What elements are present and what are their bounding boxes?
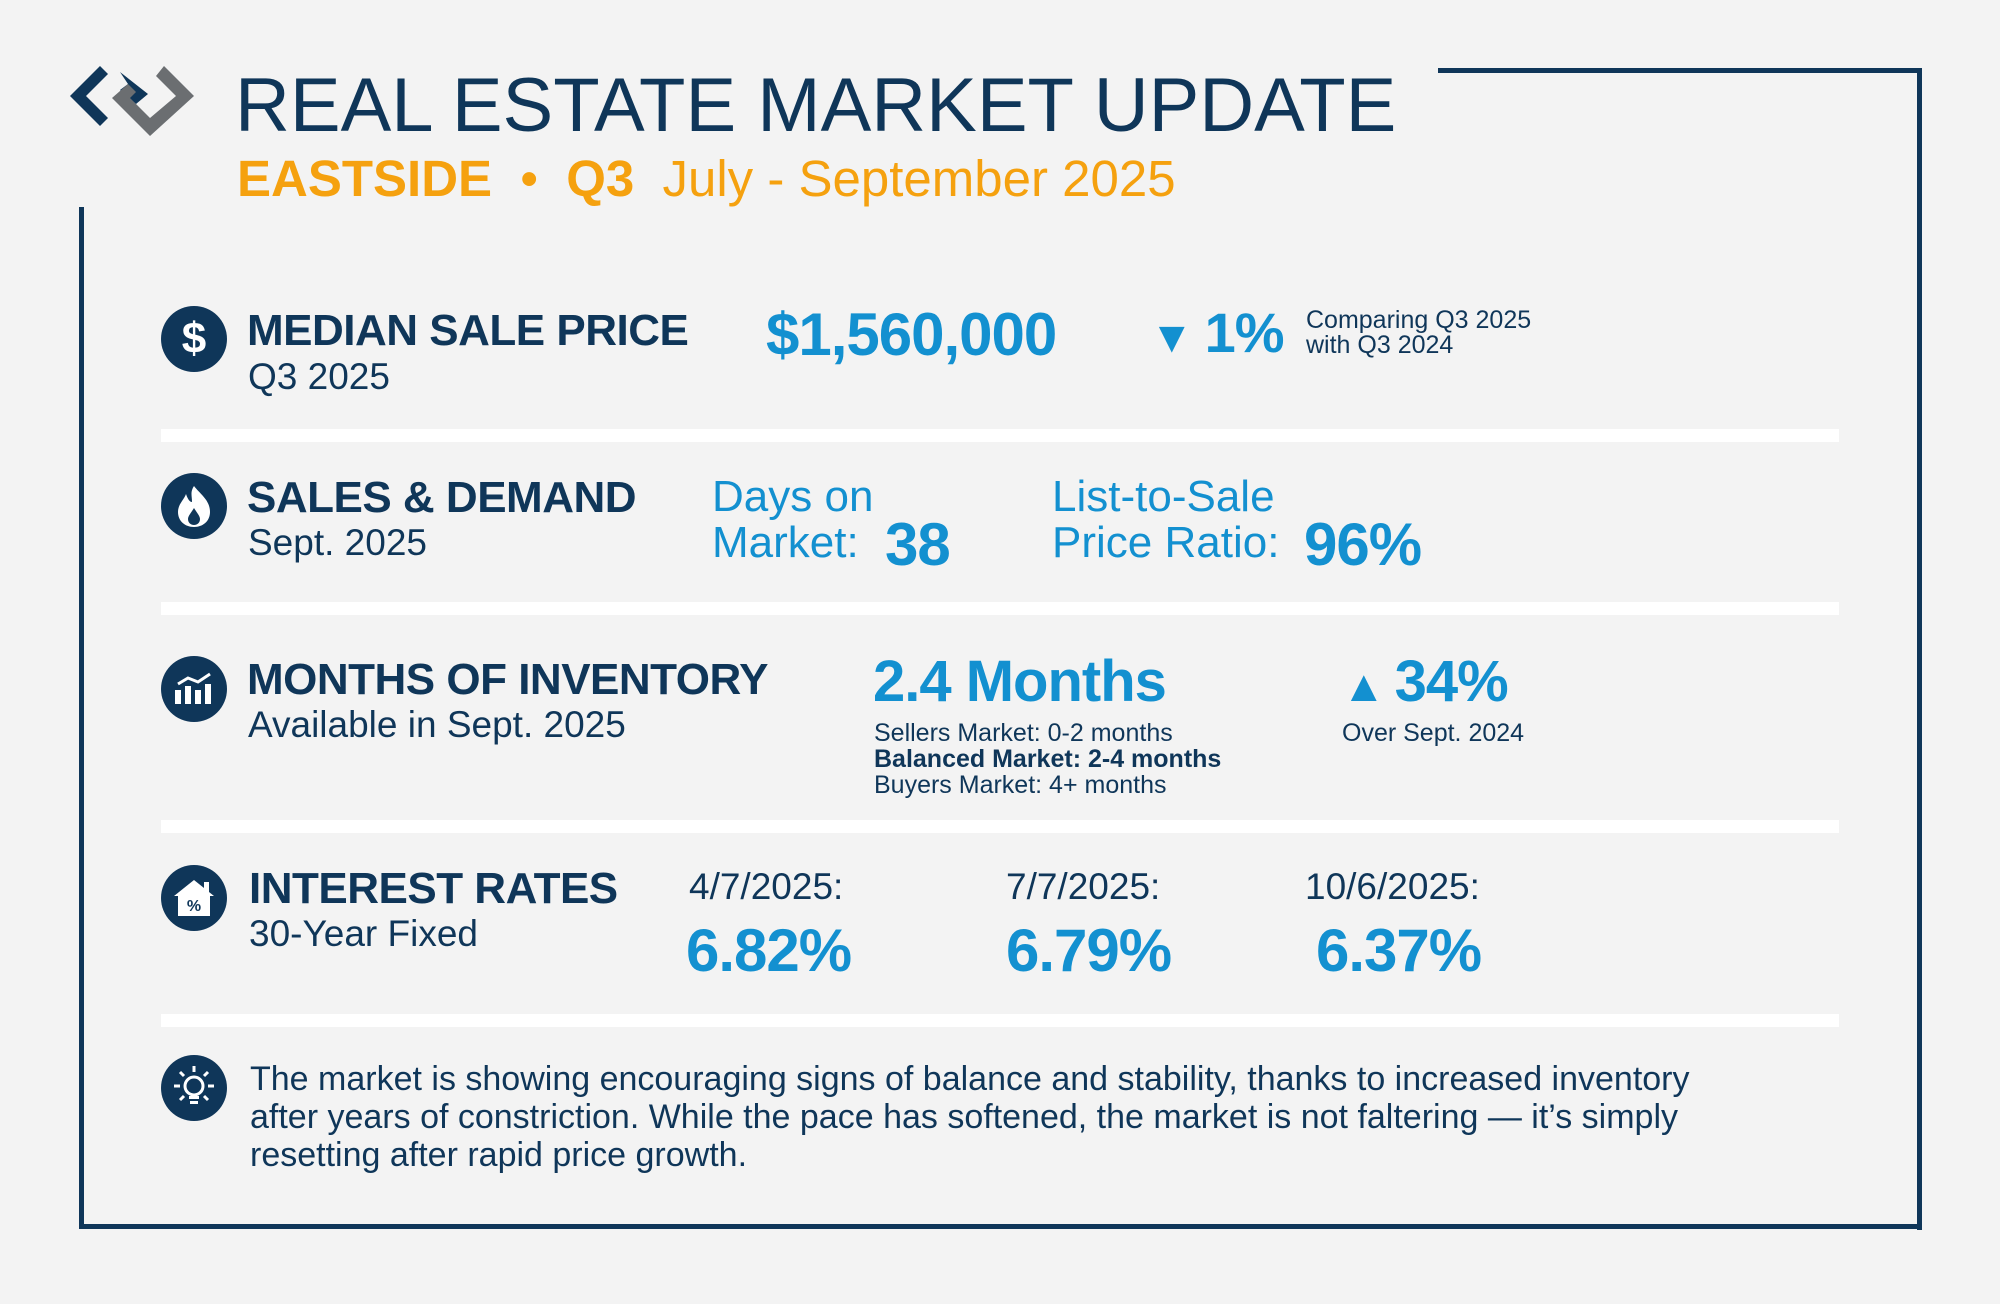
bullet: • bbox=[520, 150, 539, 207]
compare-line: with Q3 2024 bbox=[1306, 331, 1454, 359]
region: EASTSIDE bbox=[237, 150, 493, 207]
frame-bottom bbox=[79, 1224, 1922, 1229]
dollar-icon: $ bbox=[161, 306, 227, 372]
dom-label-line: Market: bbox=[712, 518, 859, 567]
house-percent-icon: % bbox=[161, 865, 227, 931]
ratio-value: 96% bbox=[1304, 511, 1422, 578]
divider bbox=[161, 602, 1839, 615]
up-arrow-icon: ▲ bbox=[1342, 662, 1386, 711]
chart-icon bbox=[161, 656, 227, 722]
median-change-value: 1% bbox=[1204, 301, 1285, 364]
ratio-label-line: List-to-Sale bbox=[1052, 472, 1275, 521]
inventory-change: ▲ 34% bbox=[1342, 648, 1509, 715]
market-legend: Sellers Market: 0-2 months Balanced Mark… bbox=[874, 720, 1221, 798]
rates-sub: 30-Year Fixed bbox=[249, 913, 478, 954]
ratio-label: List-to-Sale Price Ratio: bbox=[1052, 474, 1279, 566]
dom-label: Days on Market: bbox=[712, 474, 873, 566]
frame-left bbox=[79, 207, 84, 1229]
svg-text:%: % bbox=[187, 898, 201, 915]
legend-sellers: Sellers Market: 0-2 months bbox=[874, 719, 1173, 747]
divider bbox=[161, 820, 1839, 833]
rate-value: 6.82% bbox=[686, 917, 852, 984]
median-change: ▼ 1% bbox=[1150, 300, 1284, 365]
dom-label-line: Days on bbox=[712, 472, 874, 521]
inventory-value: 2.4 Months bbox=[873, 649, 1167, 714]
median-sub: Q3 2025 bbox=[248, 356, 390, 397]
page-title: REAL ESTATE MARKET UPDATE bbox=[235, 63, 1397, 148]
frame-top bbox=[1438, 68, 1922, 73]
rate-date: 7/7/2025: bbox=[1006, 866, 1161, 907]
ratio-label-line: Price Ratio: bbox=[1052, 518, 1280, 567]
inventory-change-value: 34% bbox=[1394, 649, 1509, 714]
insight-line: resetting after rapid price growth. bbox=[250, 1136, 748, 1174]
compare-line: Comparing Q3 2025 bbox=[1306, 306, 1532, 334]
dom-value: 38 bbox=[885, 511, 951, 578]
median-title: MEDIAN SALE PRICE bbox=[247, 306, 689, 355]
insight-text: The market is showing encouraging signs … bbox=[250, 1060, 1690, 1174]
sales-title: SALES & DEMAND bbox=[247, 473, 637, 522]
frame-right bbox=[1917, 68, 1922, 1230]
insight-line: The market is showing encouraging signs … bbox=[250, 1060, 1690, 1098]
inventory-title: MONTHS OF INVENTORY bbox=[247, 655, 768, 704]
insight-line: after years of constriction. While the p… bbox=[250, 1098, 1679, 1136]
period: July - September 2025 bbox=[662, 150, 1176, 207]
legend-balanced: Balanced Market: 2-4 months bbox=[874, 745, 1222, 773]
down-arrow-icon: ▼ bbox=[1150, 313, 1194, 362]
legend-buyers: Buyers Market: 4+ months bbox=[874, 771, 1167, 799]
rate-date: 4/7/2025: bbox=[689, 866, 844, 907]
inventory-change-note: Over Sept. 2024 bbox=[1342, 719, 1525, 747]
inventory-sub: Available in Sept. 2025 bbox=[248, 704, 626, 745]
fire-icon bbox=[161, 473, 227, 539]
quarter: Q3 bbox=[566, 150, 635, 207]
sales-sub: Sept. 2025 bbox=[248, 522, 427, 563]
rate-date: 10/6/2025: bbox=[1305, 866, 1480, 907]
rates-title: INTEREST RATES bbox=[249, 864, 618, 913]
rate-value: 6.37% bbox=[1316, 917, 1482, 984]
median-compare: Comparing Q3 2025 with Q3 2024 bbox=[1306, 308, 1531, 358]
page-subtitle: EASTSIDE • Q3 July - September 2025 bbox=[237, 150, 1176, 208]
divider bbox=[161, 1014, 1839, 1027]
lightbulb-icon bbox=[161, 1055, 227, 1121]
median-value: $1,560,000 bbox=[766, 301, 1057, 368]
divider bbox=[161, 429, 1839, 442]
brand-logo bbox=[70, 66, 194, 136]
rate-value: 6.79% bbox=[1006, 917, 1172, 984]
